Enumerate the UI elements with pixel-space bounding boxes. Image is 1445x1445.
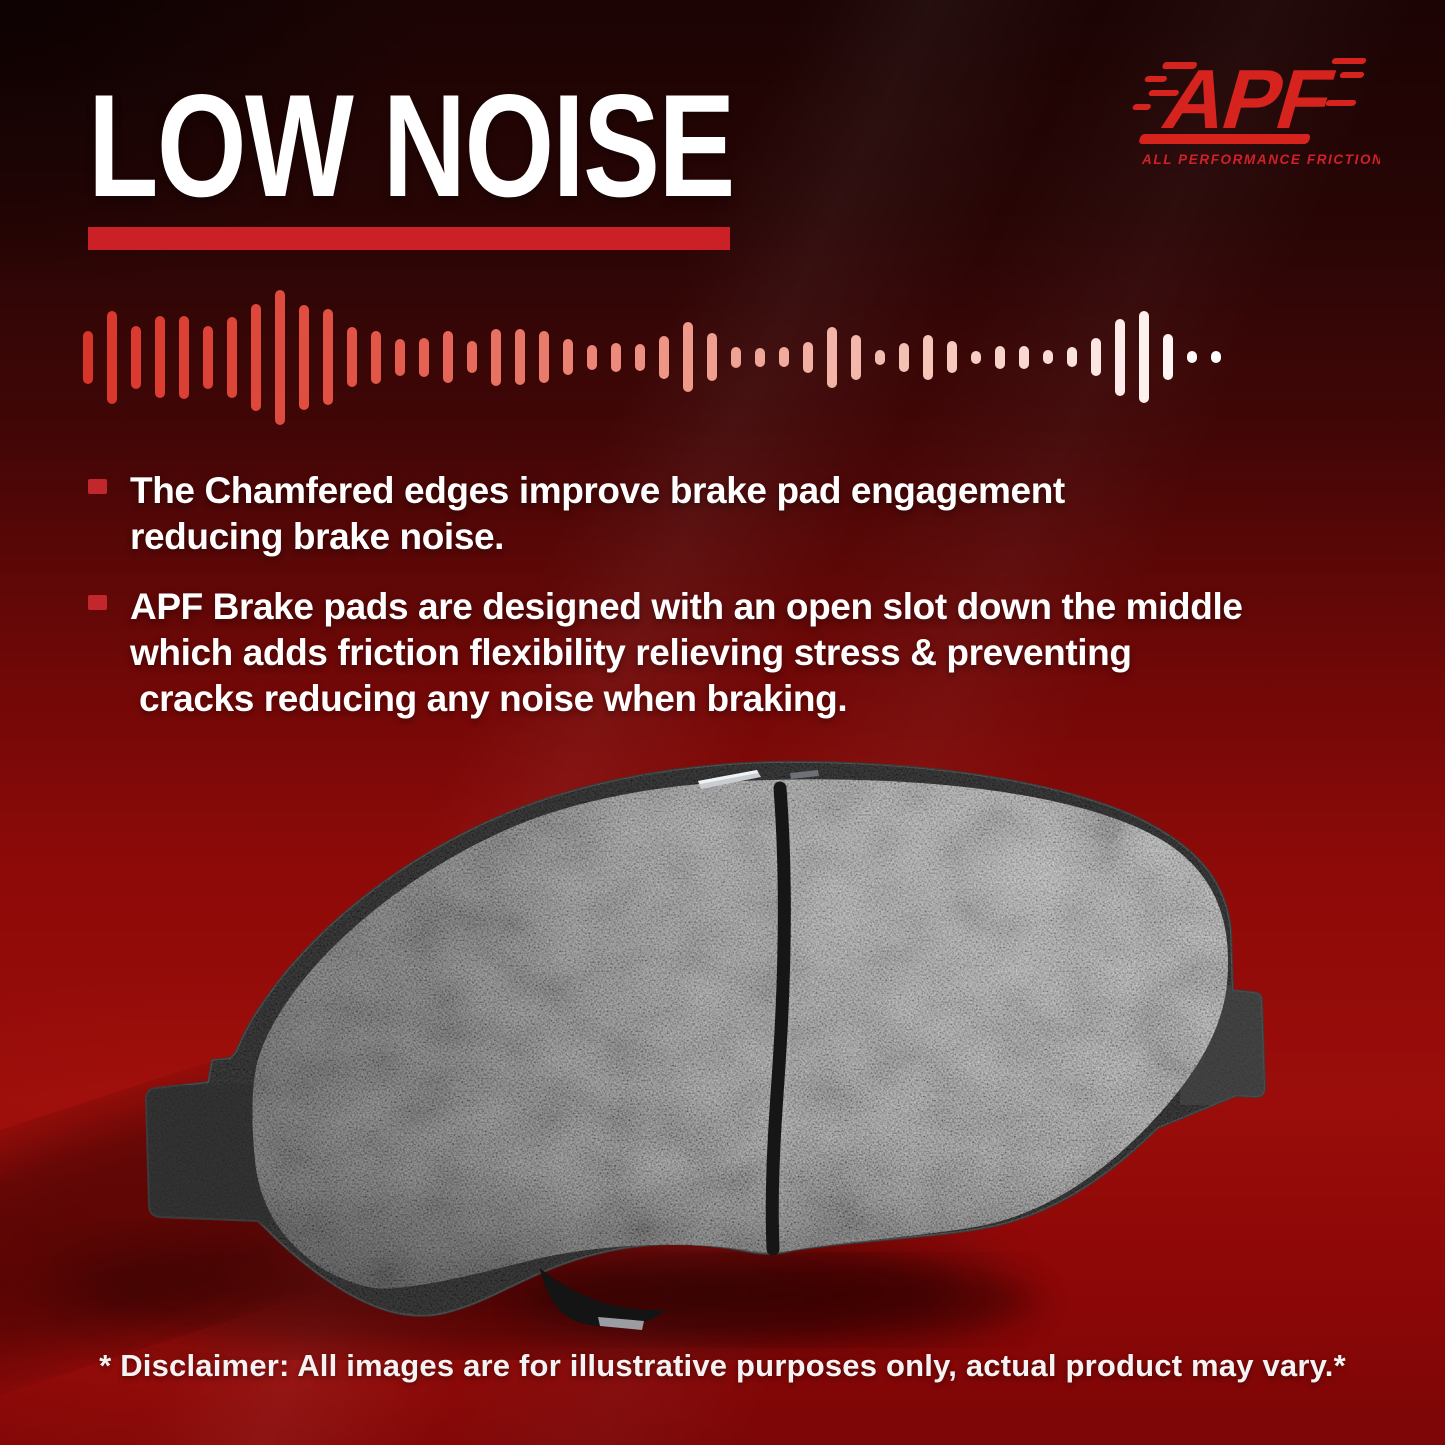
waveform-bar [1139, 311, 1149, 403]
apf-logo-underline [1139, 134, 1311, 144]
apf-logo-text: APF [1153, 53, 1342, 147]
waveform-bar [347, 327, 357, 387]
waveform-bar [323, 309, 333, 405]
waveform-bar [755, 347, 765, 367]
waveform-bar [515, 329, 525, 385]
waveform-bar [563, 339, 573, 375]
bullet-marker [88, 595, 107, 610]
pad-shadow-small [520, 1260, 1040, 1340]
waveform-bar [491, 328, 501, 386]
waveform-bar [539, 331, 549, 383]
waveform-bar [1043, 350, 1053, 364]
bullet-line: reducing brake noise. [130, 516, 505, 557]
waveform-bar [683, 322, 693, 392]
waveform-bar [971, 350, 981, 364]
bullet-line: cracks reducing any noise when braking. [139, 678, 848, 719]
waveform-bar [83, 330, 93, 384]
friction-surface [252, 779, 1229, 1289]
title-underline [88, 227, 730, 250]
waveform-bar [1019, 345, 1029, 369]
waveform-bar [827, 326, 837, 388]
sound-waveform [83, 287, 1221, 427]
waveform-bar [875, 349, 885, 365]
waveform-bar [1163, 334, 1173, 380]
waveform-bar [155, 316, 165, 398]
speed-lines-icon [1132, 58, 1367, 110]
waveform-bar [299, 304, 309, 410]
apf-logo-mark: APF [1132, 53, 1367, 147]
waveform-bar [995, 345, 1005, 369]
waveform-bar [251, 303, 261, 411]
waveform-bar [203, 325, 213, 389]
waveform-bar [899, 342, 909, 372]
bullet-line: APF Brake pads are designed with an open… [130, 586, 1243, 627]
bullet-item-1: The Chamfered edges improve brake pad en… [88, 468, 1065, 560]
waveform-bar [443, 331, 453, 383]
bullet-item-2: APF Brake pads are designed with an open… [88, 584, 1243, 722]
bullet-line: The Chamfered edges improve brake pad en… [130, 470, 1065, 511]
waveform-bar [275, 289, 285, 425]
waveform-bar [1211, 351, 1221, 363]
waveform-bar [395, 338, 405, 376]
waveform-bar [779, 347, 789, 367]
waveform-bar [419, 337, 429, 377]
waveform-bar [227, 316, 237, 398]
brand-tagline: ALL PERFORMANCE FRICTION [1141, 152, 1380, 167]
waveform-bar [635, 343, 645, 371]
center-slot [765, 781, 791, 1256]
waveform-bar [467, 341, 477, 373]
bullet-text-2: APF Brake pads are designed with an open… [130, 584, 1243, 722]
waveform-bar [707, 333, 717, 381]
waveform-bar [1091, 338, 1101, 376]
waveform-bar [659, 335, 669, 379]
waveform-bar [1115, 318, 1125, 396]
waveform-bar [947, 341, 957, 373]
waveform-bar [371, 330, 381, 384]
bottom-clip-icon [598, 1317, 644, 1330]
waveform-bar [131, 325, 141, 389]
waveform-bar [611, 342, 621, 372]
waveform-bar [587, 344, 597, 370]
waveform-bar [923, 334, 933, 380]
waveform-bar [731, 346, 741, 368]
waveform-bar [179, 315, 189, 399]
bullet-marker [88, 479, 107, 494]
waveform-bar [803, 341, 813, 373]
waveform-bar [851, 334, 861, 380]
page-title: LOW NOISE [88, 64, 735, 227]
waveform-bar [1067, 347, 1077, 367]
bullet-text-1: The Chamfered edges improve brake pad en… [130, 468, 1065, 560]
disclaimer-text: * Disclaimer: All images are for illustr… [99, 1348, 1346, 1383]
brand-logo: APF ALL PERFORMANCE FRICTION [1132, 53, 1380, 167]
shim-clip-icon [698, 770, 819, 789]
waveform-bar [107, 310, 117, 404]
bullet-line: which adds friction flexibility relievin… [130, 632, 1132, 673]
waveform-bar [1187, 351, 1197, 363]
